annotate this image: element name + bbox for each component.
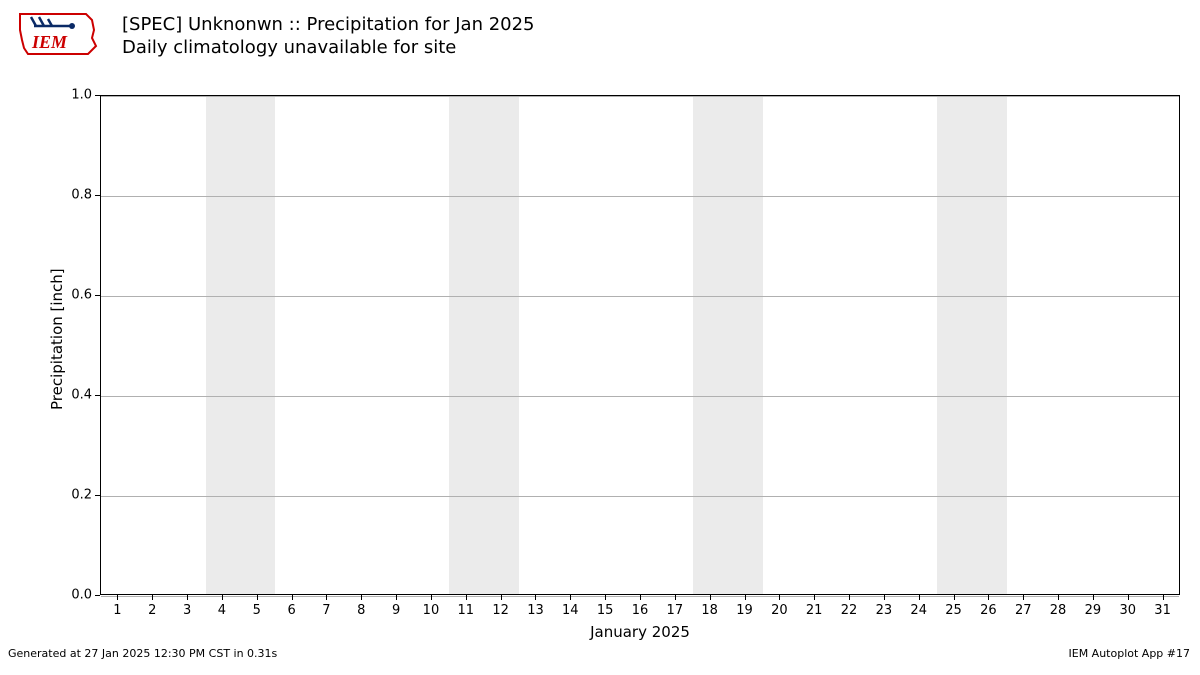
x-tick-label: 10 [423, 603, 440, 618]
y-tick-label: 0.6 [62, 288, 92, 303]
x-tick-label: 30 [1119, 603, 1136, 618]
x-tick-mark [1023, 595, 1024, 600]
y-tick-mark [95, 395, 100, 396]
x-tick-mark [570, 595, 571, 600]
x-tick-mark [292, 595, 293, 600]
x-tick-label: 16 [632, 603, 649, 618]
x-tick-mark [919, 595, 920, 600]
x-tick-mark [361, 595, 362, 600]
weekend-band [937, 96, 1007, 594]
x-tick-mark [466, 595, 467, 600]
x-tick-mark [431, 595, 432, 600]
x-tick-mark [187, 595, 188, 600]
x-tick-label: 19 [736, 603, 753, 618]
y-tick-mark [95, 95, 100, 96]
iem-logo: IEM [14, 8, 104, 60]
x-tick-label: 17 [667, 603, 684, 618]
x-tick-mark [605, 595, 606, 600]
svg-text:IEM: IEM [31, 32, 68, 52]
x-tick-mark [1093, 595, 1094, 600]
footer-generated-at: Generated at 27 Jan 2025 12:30 PM CST in… [8, 647, 277, 660]
x-tick-label: 24 [910, 603, 927, 618]
x-tick-label: 31 [1154, 603, 1171, 618]
x-tick-label: 26 [980, 603, 997, 618]
y-tick-mark [95, 295, 100, 296]
x-axis-label: January 2025 [590, 623, 690, 641]
x-tick-mark [710, 595, 711, 600]
gridline [101, 296, 1179, 297]
x-tick-label: 13 [527, 603, 544, 618]
x-tick-label: 8 [357, 603, 365, 618]
x-tick-label: 11 [458, 603, 475, 618]
plot-area [100, 95, 1180, 595]
y-tick-label: 0.8 [62, 188, 92, 203]
y-tick-mark [95, 595, 100, 596]
x-tick-mark [326, 595, 327, 600]
x-tick-label: 27 [1015, 603, 1032, 618]
x-tick-label: 3 [183, 603, 191, 618]
x-tick-mark [1128, 595, 1129, 600]
x-tick-mark [814, 595, 815, 600]
x-tick-label: 14 [562, 603, 579, 618]
chart-root: IEM [SPEC] Unknonwn :: Precipitation for… [0, 0, 1200, 675]
x-tick-mark [1058, 595, 1059, 600]
weekend-band [206, 96, 276, 594]
x-tick-mark [257, 595, 258, 600]
chart-title: [SPEC] Unknonwn :: Precipitation for Jan… [122, 14, 535, 59]
x-tick-mark [152, 595, 153, 600]
x-tick-mark [745, 595, 746, 600]
x-tick-label: 28 [1050, 603, 1067, 618]
x-tick-label: 21 [806, 603, 823, 618]
gridline [101, 496, 1179, 497]
x-tick-mark [849, 595, 850, 600]
y-tick-label: 0.0 [62, 588, 92, 603]
y-axis-label: Precipitation [inch] [48, 268, 66, 410]
x-tick-mark [779, 595, 780, 600]
y-tick-mark [95, 195, 100, 196]
y-tick-label: 0.4 [62, 388, 92, 403]
weekend-band [693, 96, 763, 594]
x-tick-label: 22 [841, 603, 858, 618]
x-tick-mark [117, 595, 118, 600]
x-tick-mark [535, 595, 536, 600]
x-tick-mark [640, 595, 641, 600]
footer-app-id: IEM Autoplot App #17 [1069, 647, 1191, 660]
x-tick-mark [501, 595, 502, 600]
x-tick-label: 15 [597, 603, 614, 618]
x-tick-label: 4 [218, 603, 226, 618]
chart-title-line2: Daily climatology unavailable for site [122, 37, 535, 60]
x-tick-label: 1 [113, 603, 121, 618]
x-tick-label: 18 [701, 603, 718, 618]
x-tick-label: 2 [148, 603, 156, 618]
y-tick-label: 0.2 [62, 488, 92, 503]
x-tick-mark [1163, 595, 1164, 600]
x-tick-label: 20 [771, 603, 788, 618]
gridline [101, 96, 1179, 97]
x-tick-mark [884, 595, 885, 600]
y-tick-label: 1.0 [62, 88, 92, 103]
x-tick-label: 9 [392, 603, 400, 618]
x-tick-mark [988, 595, 989, 600]
x-tick-mark [954, 595, 955, 600]
x-tick-label: 5 [253, 603, 261, 618]
x-tick-label: 23 [876, 603, 893, 618]
x-tick-label: 7 [322, 603, 330, 618]
y-tick-mark [95, 495, 100, 496]
x-tick-label: 12 [492, 603, 509, 618]
weekend-band [449, 96, 519, 594]
x-tick-label: 29 [1085, 603, 1102, 618]
gridline [101, 196, 1179, 197]
x-tick-label: 25 [945, 603, 962, 618]
x-tick-mark [222, 595, 223, 600]
chart-title-line1: [SPEC] Unknonwn :: Precipitation for Jan… [122, 14, 535, 37]
gridline [101, 396, 1179, 397]
x-tick-mark [675, 595, 676, 600]
x-tick-mark [396, 595, 397, 600]
x-tick-label: 6 [287, 603, 295, 618]
